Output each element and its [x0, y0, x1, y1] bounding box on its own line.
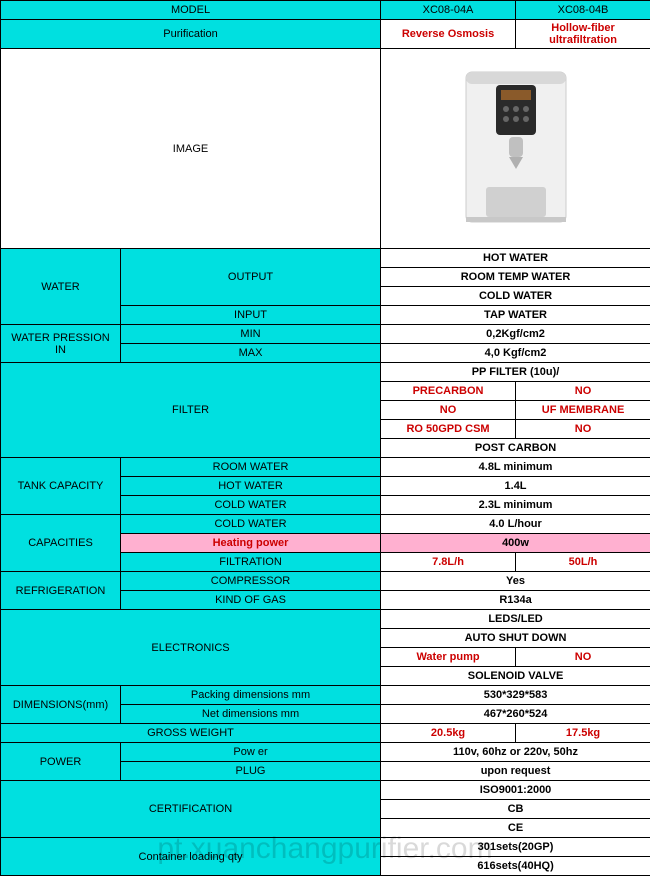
tank-room: ROOM WATER	[121, 458, 381, 477]
filter-post: POST CARBON	[381, 439, 650, 458]
product-image	[441, 57, 591, 237]
tank-hot: HOT WATER	[121, 477, 381, 496]
filter-no-3: NO	[516, 420, 650, 439]
weight-b: 17.5kg	[516, 724, 650, 743]
pressure-min-val: 0,2Kgf/cm2	[381, 325, 650, 344]
cert-cb: CB	[381, 800, 650, 819]
cap-heat-val: 400w	[381, 534, 650, 553]
elec-valve: SOLENOID VALVE	[381, 667, 650, 686]
dim-pack-val: 530*329*583	[381, 686, 650, 705]
pressure-max-val: 4,0 Kgf/cm2	[381, 344, 650, 363]
cap-cold-val: 4.0 L/hour	[381, 515, 650, 534]
product-image-cell	[381, 49, 650, 249]
load-v1: 301sets(20GP)	[381, 838, 650, 857]
header-purification: Purification	[1, 20, 381, 49]
weight-section: GROSS WEIGHT	[1, 724, 381, 743]
dim-net: Net dimensions mm	[121, 705, 381, 724]
tank-room-val: 4.8L minimum	[381, 458, 650, 477]
filter-precarbon: PRECARBON	[381, 382, 516, 401]
filter-ro: RO 50GPD CSM	[381, 420, 516, 439]
pressure-min: MIN	[121, 325, 381, 344]
filter-no-2: NO	[381, 401, 516, 420]
header-col-a: XC08-04A	[381, 1, 516, 20]
elec-pump-b: NO	[516, 648, 650, 667]
elec-pump: Water pump	[381, 648, 516, 667]
power-pow-val: 110v, 60hz or 220v, 50hz	[381, 743, 650, 762]
water-output: OUTPUT	[121, 249, 381, 306]
filter-uf: UF MEMBRANE	[516, 401, 650, 420]
refrig-comp-val: Yes	[381, 572, 650, 591]
weight-a: 20.5kg	[381, 724, 516, 743]
filter-pp: PP FILTER (10u)/	[381, 363, 650, 382]
cap-section: CAPACITIES	[1, 515, 121, 572]
elec-section: ELECTRONICS	[1, 610, 381, 686]
elec-auto: AUTO SHUT DOWN	[381, 629, 650, 648]
refrig-gas: KIND OF GAS	[121, 591, 381, 610]
water-tap: TAP WATER	[381, 306, 650, 325]
water-room: ROOM TEMP WATER	[381, 268, 650, 287]
dim-pack: Packing dimensions mm	[121, 686, 381, 705]
dim-net-val: 467*260*524	[381, 705, 650, 724]
header-col-b: XC08-04B	[516, 1, 650, 20]
tank-hot-val: 1.4L	[381, 477, 650, 496]
cert-section: CERTIFICATION	[1, 781, 381, 838]
tank-section: TANK CAPACITY	[1, 458, 121, 515]
tank-cold-val: 2.3L minimum	[381, 496, 650, 515]
water-hot: HOT WATER	[381, 249, 650, 268]
purification-a: Reverse Osmosis	[381, 20, 516, 49]
cap-heat: Heating power	[121, 534, 381, 553]
power-plug: PLUG	[121, 762, 381, 781]
filter-section: FILTER	[1, 363, 381, 458]
refrig-gas-val: R134a	[381, 591, 650, 610]
dim-section: DIMENSIONS(mm)	[1, 686, 121, 724]
water-cold: COLD WATER	[381, 287, 650, 306]
cap-filt-b: 50L/h	[516, 553, 650, 572]
filter-no-1: NO	[516, 382, 650, 401]
load-section: Container loading qty	[1, 838, 381, 876]
purification-b: Hollow-fiber ultrafiltration	[516, 20, 650, 49]
spec-table: MODEL XC08-04A XC08-04B Purification Rev…	[0, 0, 650, 876]
cap-filt: FILTRATION	[121, 553, 381, 572]
header-model: MODEL	[1, 1, 381, 20]
power-plug-val: upon request	[381, 762, 650, 781]
cap-cold: COLD WATER	[121, 515, 381, 534]
elec-leds: LEDS/LED	[381, 610, 650, 629]
water-input: INPUT	[121, 306, 381, 325]
image-label: IMAGE	[1, 49, 381, 249]
power-section: POWER	[1, 743, 121, 781]
load-v2: 616sets(40HQ)	[381, 857, 650, 876]
refrig-comp: COMPRESSOR	[121, 572, 381, 591]
power-pow: Pow er	[121, 743, 381, 762]
pressure-max: MAX	[121, 344, 381, 363]
cert-ce: CE	[381, 819, 650, 838]
pressure-section: WATER PRESSION IN	[1, 325, 121, 363]
water-section: WATER	[1, 249, 121, 325]
tank-cold: COLD WATER	[121, 496, 381, 515]
refrig-section: REFRIGERATION	[1, 572, 121, 610]
cap-filt-a: 7.8L/h	[381, 553, 516, 572]
cert-iso: ISO9001:2000	[381, 781, 650, 800]
